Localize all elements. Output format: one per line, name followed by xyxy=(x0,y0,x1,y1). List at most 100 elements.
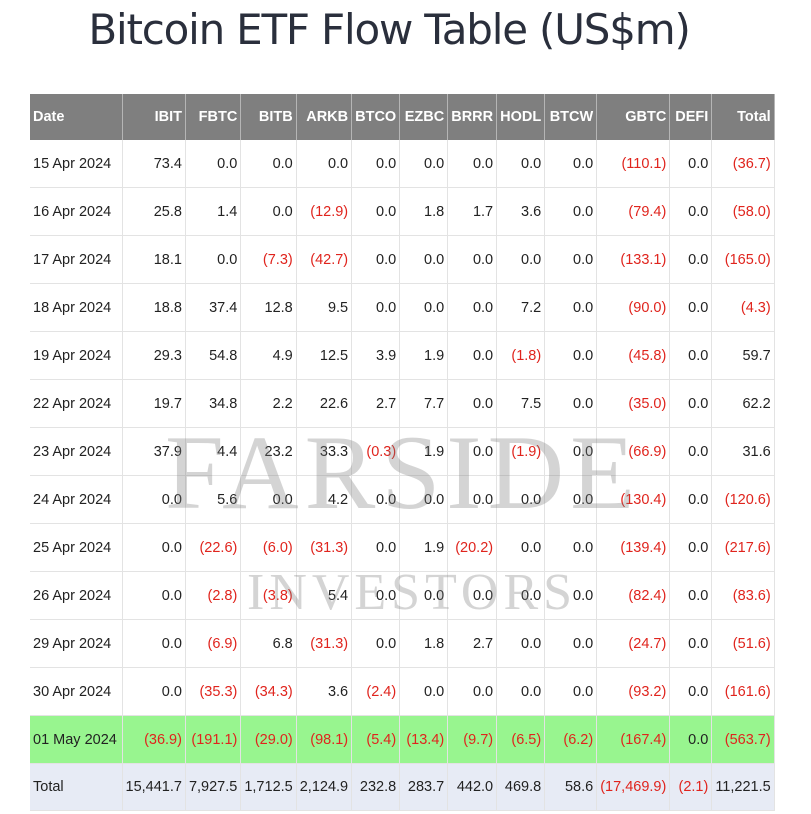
cell-arkb: 3.6 xyxy=(296,667,353,716)
cell-ibit: 25.8 xyxy=(122,187,186,236)
cell-btcw: 0.0 xyxy=(544,571,598,620)
row-label: 01 May 2024 xyxy=(30,715,123,764)
cell-brrr: 0.0 xyxy=(447,283,498,332)
cell-ibit: 19.7 xyxy=(122,379,186,428)
cell-bitb: 12.8 xyxy=(240,283,297,332)
column-header-brrr: BRRR xyxy=(447,94,498,140)
cell-total: (36.7) xyxy=(711,140,775,188)
cell-btco: (0.3) xyxy=(351,427,401,476)
cell-fbtc: 7,927.5 xyxy=(185,763,242,811)
cell-ibit: (36.9) xyxy=(122,715,186,764)
cell-hodl: 0.0 xyxy=(496,140,546,188)
cell-ezbc: 7.7 xyxy=(399,379,449,428)
column-header-bitb: BITB xyxy=(240,94,297,140)
cell-btcw: 0.0 xyxy=(544,667,598,716)
cell-btco: 0.0 xyxy=(351,619,401,668)
cell-fbtc: 37.4 xyxy=(185,283,242,332)
cell-defi: 0.0 xyxy=(669,571,713,620)
cell-bitb: 0.0 xyxy=(240,475,297,524)
cell-gbtc: (110.1) xyxy=(596,140,671,188)
cell-defi: 0.0 xyxy=(669,379,713,428)
cell-ibit: 0.0 xyxy=(122,571,186,620)
cell-bitb: (3.8) xyxy=(240,571,297,620)
cell-btco: 0.0 xyxy=(351,140,401,188)
cell-total: 31.6 xyxy=(711,427,775,476)
cell-gbtc: (133.1) xyxy=(596,235,671,284)
cell-bitb: 23.2 xyxy=(240,427,297,476)
cell-hodl: 0.0 xyxy=(496,475,546,524)
cell-btco: (2.4) xyxy=(351,667,401,716)
cell-gbtc: (45.8) xyxy=(596,331,671,380)
cell-defi: 0.0 xyxy=(669,523,713,572)
cell-defi: 0.0 xyxy=(669,140,713,188)
cell-ibit: 0.0 xyxy=(122,619,186,668)
cell-bitb: (29.0) xyxy=(240,715,297,764)
cell-bitb: 4.9 xyxy=(240,331,297,380)
cell-fbtc: (191.1) xyxy=(185,715,242,764)
cell-btco: (5.4) xyxy=(351,715,401,764)
cell-defi: (2.1) xyxy=(669,763,713,811)
cell-arkb: 9.5 xyxy=(296,283,353,332)
cell-arkb: 4.2 xyxy=(296,475,353,524)
cell-arkb: (31.3) xyxy=(296,523,353,572)
row-label: 26 Apr 2024 xyxy=(30,571,123,620)
cell-total: (161.6) xyxy=(711,667,775,716)
cell-bitb: 0.0 xyxy=(240,187,297,236)
cell-total: (563.7) xyxy=(711,715,775,764)
row-label: 19 Apr 2024 xyxy=(30,331,123,380)
cell-ibit: 73.4 xyxy=(122,140,186,188)
cell-btco: 232.8 xyxy=(351,763,401,811)
cell-defi: 0.0 xyxy=(669,331,713,380)
cell-arkb: 0.0 xyxy=(296,140,353,188)
cell-total: (83.6) xyxy=(711,571,775,620)
row-label: 18 Apr 2024 xyxy=(30,283,123,332)
cell-hodl: 469.8 xyxy=(496,763,546,811)
column-header-ezbc: EZBC xyxy=(399,94,449,140)
cell-ibit: 18.1 xyxy=(122,235,186,284)
cell-arkb: 33.3 xyxy=(296,427,353,476)
cell-arkb: (12.9) xyxy=(296,187,353,236)
cell-btco: 2.7 xyxy=(351,379,401,428)
cell-ezbc: 0.0 xyxy=(399,475,449,524)
cell-ezbc: 283.7 xyxy=(399,763,449,811)
cell-hodl: 0.0 xyxy=(496,235,546,284)
cell-ezbc: 1.9 xyxy=(399,331,449,380)
table-row: 18 Apr 2024 18.8 37.4 12.8 9.5 0.0 0.0 0.0 7.2 0.… xyxy=(30,283,775,332)
cell-brrr: (9.7) xyxy=(447,715,498,764)
cell-ibit: 18.8 xyxy=(122,283,186,332)
row-label: 16 Apr 2024 xyxy=(30,187,123,236)
cell-gbtc: (167.4) xyxy=(596,715,671,764)
table-row: 30 Apr 2024 0.0 (35.3) (34.3) 3.6 (2.4) 0.0 0.0… xyxy=(30,667,775,716)
cell-arkb: (42.7) xyxy=(296,235,353,284)
cell-btcw: 0.0 xyxy=(544,140,598,188)
row-label: 17 Apr 2024 xyxy=(30,235,123,284)
cell-btcw: 0.0 xyxy=(544,427,598,476)
cell-ibit: 29.3 xyxy=(122,331,186,380)
cell-brrr: 0.0 xyxy=(447,235,498,284)
cell-brrr: 0.0 xyxy=(447,140,498,188)
cell-fbtc: 5.6 xyxy=(185,475,242,524)
cell-btcw: 0.0 xyxy=(544,331,598,380)
column-header-arkb: ARKB xyxy=(296,94,353,140)
table-row: 24 Apr 2024 0.0 5.6 0.0 4.2 0.0 0.0 0.0 0.0 0.0 (1… xyxy=(30,475,775,524)
column-header-ibit: IBIT xyxy=(122,94,186,140)
cell-hodl: (1.9) xyxy=(496,427,546,476)
cell-btcw: 0.0 xyxy=(544,523,598,572)
cell-bitb: 6.8 xyxy=(240,619,297,668)
cell-bitb: 0.0 xyxy=(240,140,297,188)
cell-btco: 0.0 xyxy=(351,283,401,332)
cell-gbtc: (79.4) xyxy=(596,187,671,236)
cell-brrr: 2.7 xyxy=(447,619,498,668)
cell-btcw: 0.0 xyxy=(544,235,598,284)
cell-total: (217.6) xyxy=(711,523,775,572)
cell-ezbc: 0.0 xyxy=(399,667,449,716)
cell-gbtc: (93.2) xyxy=(596,667,671,716)
cell-btcw: 58.6 xyxy=(544,763,598,811)
cell-btco: 0.0 xyxy=(351,571,401,620)
cell-ibit: 0.0 xyxy=(122,475,186,524)
cell-defi: 0.0 xyxy=(669,475,713,524)
column-header-date: Date xyxy=(30,94,123,140)
table-row: 29 Apr 2024 0.0 (6.9) 6.8 (31.3) 0.0 1.8 2.7 0.0… xyxy=(30,619,775,668)
cell-defi: 0.0 xyxy=(669,619,713,668)
cell-brrr: (20.2) xyxy=(447,523,498,572)
